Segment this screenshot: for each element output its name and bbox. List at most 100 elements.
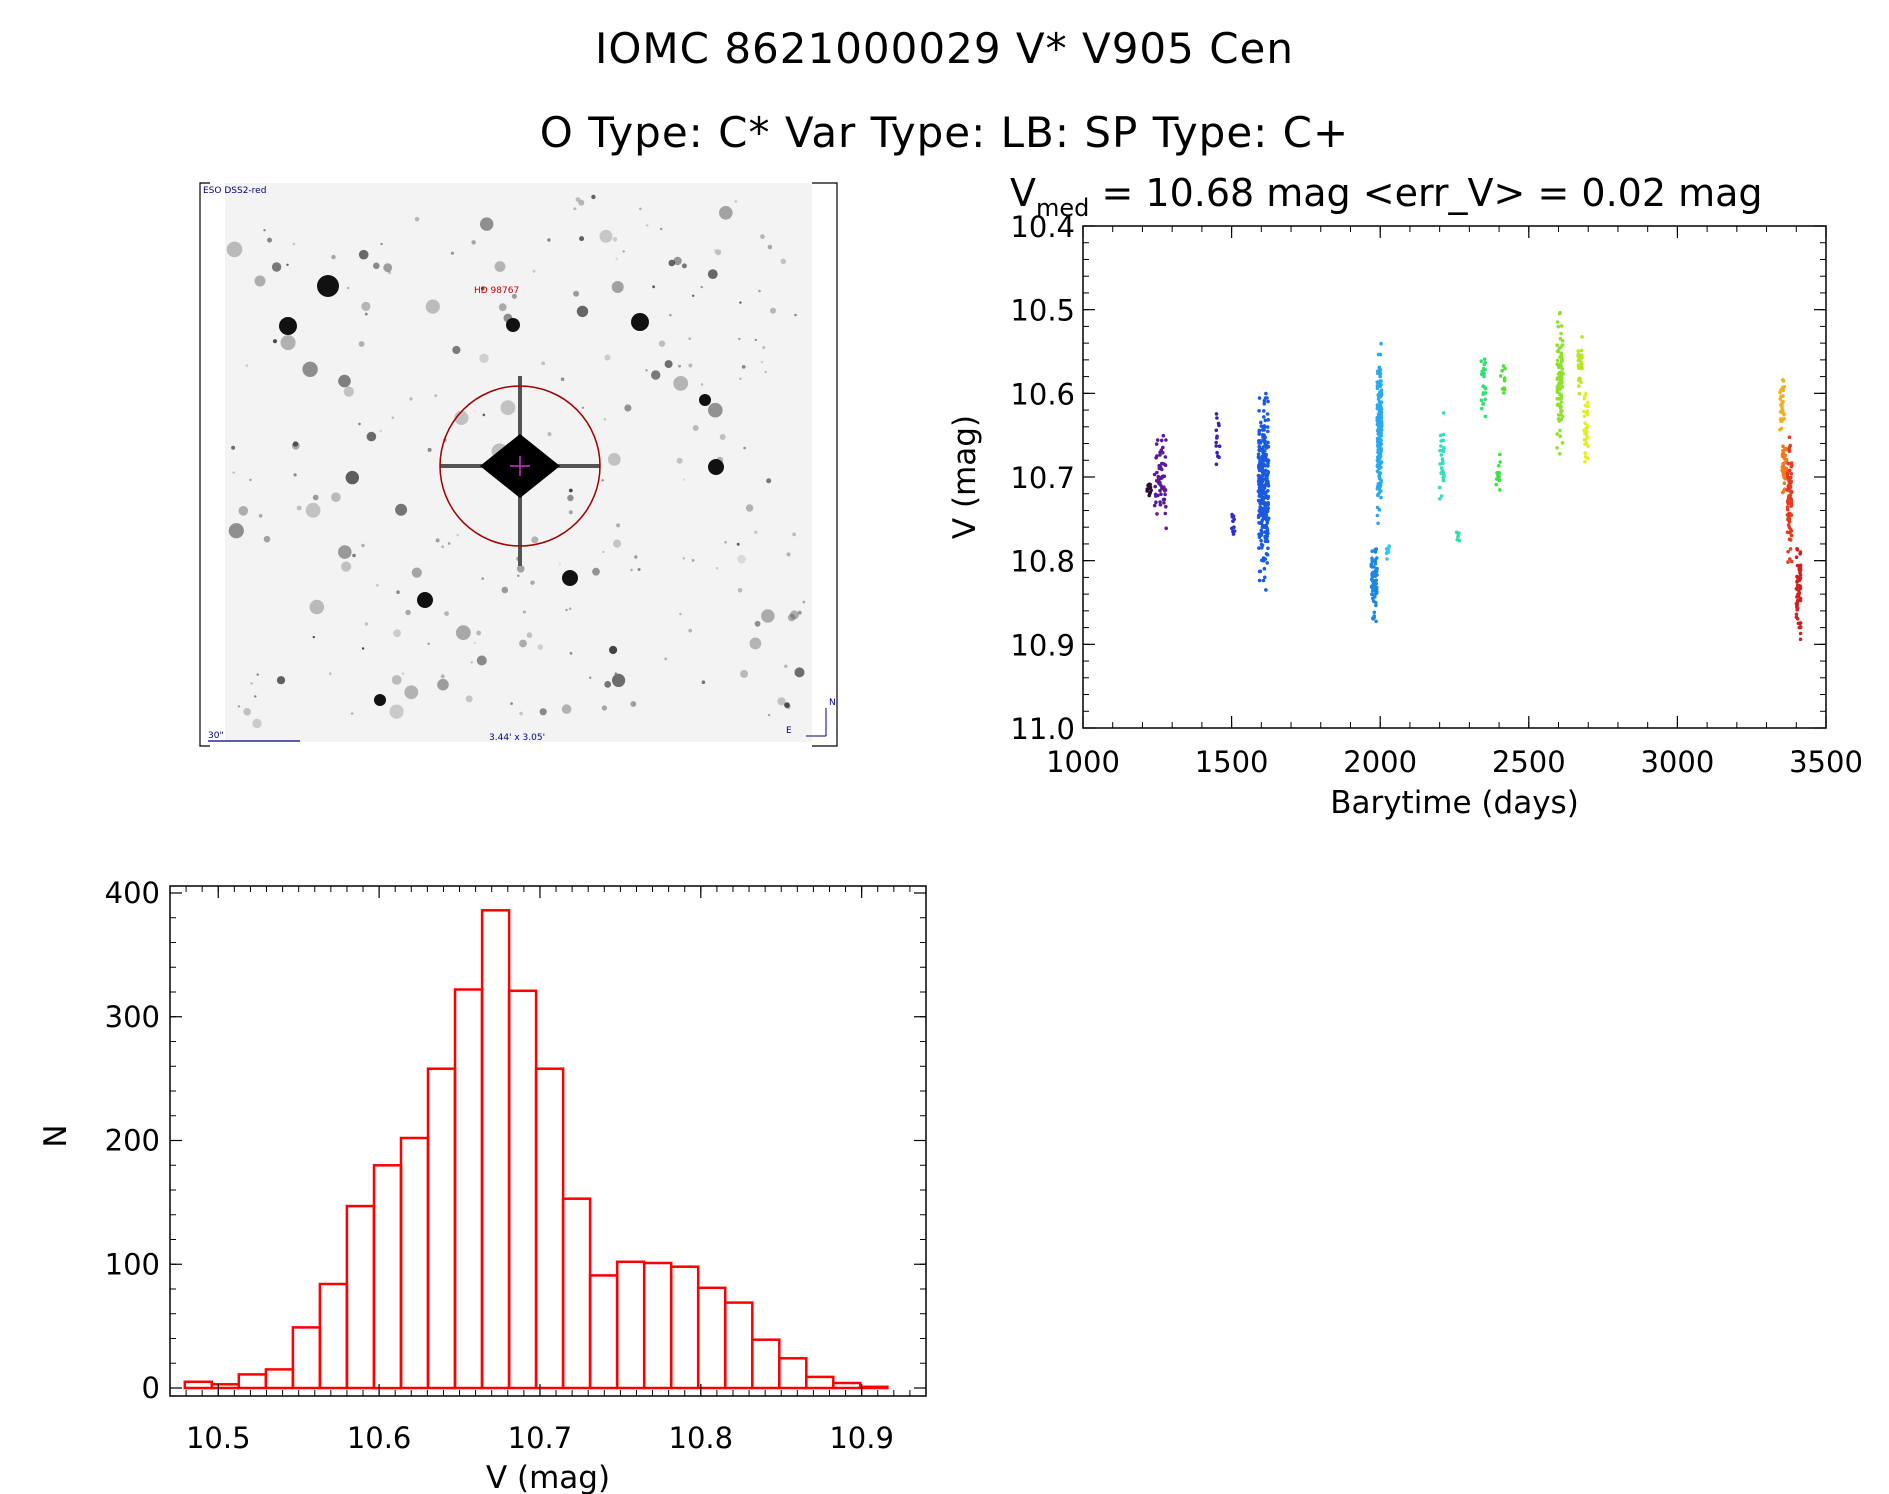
data-point: [1502, 391, 1506, 395]
data-point: [1788, 527, 1793, 532]
data-point: [1158, 503, 1163, 507]
data-point: [1374, 619, 1378, 624]
data-point: [1580, 355, 1584, 360]
field-star: [352, 553, 356, 558]
data-point: [1559, 413, 1563, 417]
y-tick-label: 10.8: [1010, 545, 1075, 579]
data-point: [1262, 490, 1267, 495]
field-star: [624, 404, 632, 412]
data-point: [1260, 546, 1264, 550]
data-point: [1163, 463, 1168, 468]
data-point: [1577, 384, 1581, 388]
data-point: [1377, 425, 1381, 430]
data-point: [1157, 466, 1162, 471]
chart-title-line-2: O Type: C* Var Type: LB: SP Type: C+: [539, 108, 1350, 157]
data-point: [1585, 430, 1589, 434]
data-point: [1262, 415, 1266, 419]
data-point: [1262, 566, 1267, 571]
data-point: [1371, 581, 1376, 586]
data-point: [1379, 495, 1383, 500]
bright-star: [317, 275, 339, 297]
field-star: [576, 305, 589, 318]
data-point: [1780, 401, 1785, 405]
field-star: [715, 249, 722, 256]
data-point: [1260, 506, 1264, 511]
field-star: [383, 263, 393, 273]
data-point: [1158, 453, 1162, 457]
field-star: [673, 376, 689, 391]
data-point: [1376, 369, 1380, 374]
field-star: [471, 240, 476, 245]
field-star: [581, 406, 585, 409]
data-point: [1785, 513, 1790, 517]
field-star: [302, 361, 318, 377]
field-star: [634, 555, 638, 559]
field-star: [630, 701, 637, 707]
field-star: [787, 613, 796, 622]
data-point: [1385, 557, 1389, 561]
field-star: [510, 702, 513, 705]
x-tick-label: 10.9: [829, 1421, 894, 1455]
histogram-bar: [318, 1282, 349, 1390]
data-point: [1216, 421, 1221, 426]
data-point: [1483, 386, 1488, 391]
field-star: [569, 651, 573, 655]
data-point: [1782, 412, 1786, 417]
bright-star: [708, 459, 724, 475]
field-star: [231, 445, 236, 450]
data-point: [1482, 357, 1487, 361]
data-point: [1454, 530, 1459, 535]
data-point: [1439, 466, 1444, 470]
field-star: [707, 269, 718, 279]
field-star: [630, 568, 633, 572]
finder-frame-right: [812, 182, 838, 747]
data-point: [1265, 412, 1270, 416]
data-point: [1481, 391, 1486, 395]
data-point: [1441, 411, 1446, 415]
data-point: [1782, 481, 1787, 486]
x-tick-label: 10.7: [508, 1421, 573, 1455]
field-star: [358, 249, 369, 260]
data-point: [1257, 409, 1261, 413]
data-point: [1560, 338, 1565, 343]
field-star: [601, 705, 608, 711]
field-star: [668, 259, 676, 267]
data-point: [1498, 452, 1502, 457]
title-rest: = 10.68 mag <err_V> = 0.02 mag: [1089, 171, 1762, 215]
data-point: [1557, 388, 1561, 392]
data-point: [1558, 417, 1563, 422]
data-point: [1498, 488, 1502, 492]
field-star: [797, 610, 802, 615]
field-star: [481, 577, 485, 580]
data-point: [1377, 399, 1382, 404]
data-point: [1214, 428, 1219, 433]
field-star: [232, 471, 235, 474]
data-point: [1259, 424, 1264, 428]
y-tick-label: 10.7: [1010, 461, 1075, 495]
field-star: [476, 630, 482, 636]
data-point: [1795, 548, 1800, 552]
x-axis-label: V (mag): [486, 1460, 610, 1494]
data-point: [1265, 561, 1269, 565]
data-point: [1790, 559, 1794, 564]
data-point: [1259, 521, 1264, 525]
data-point: [1370, 549, 1374, 553]
data-point: [1798, 563, 1803, 568]
data-point: [1375, 505, 1380, 510]
field-star: [435, 538, 440, 543]
data-point: [1152, 503, 1157, 508]
data-point: [1257, 578, 1262, 583]
data-point: [1214, 412, 1219, 416]
data-point: [1555, 343, 1559, 348]
data-point: [1373, 550, 1378, 554]
data-point: [1257, 490, 1261, 494]
bright-star: [562, 570, 578, 586]
data-point: [1259, 533, 1264, 537]
data-point: [1577, 378, 1581, 383]
data-point: [1260, 518, 1265, 522]
data-point: [1378, 481, 1382, 485]
histogram-bar: [642, 1261, 673, 1390]
data-point: [1798, 596, 1802, 601]
field-star: [745, 504, 754, 512]
field-star: [358, 341, 365, 347]
